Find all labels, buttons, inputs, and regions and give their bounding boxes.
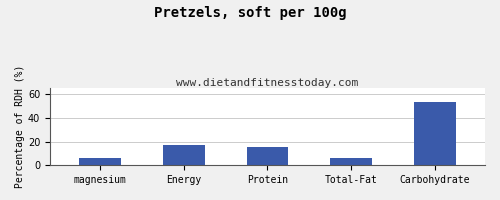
Bar — [163, 145, 204, 165]
Bar — [414, 102, 456, 165]
Bar — [330, 158, 372, 165]
Y-axis label: Percentage of RDH (%): Percentage of RDH (%) — [15, 65, 25, 188]
Text: Pretzels, soft per 100g: Pretzels, soft per 100g — [154, 6, 346, 20]
Title: www.dietandfitnesstoday.com: www.dietandfitnesstoday.com — [176, 78, 358, 88]
Bar — [246, 147, 288, 165]
Bar — [79, 158, 121, 165]
